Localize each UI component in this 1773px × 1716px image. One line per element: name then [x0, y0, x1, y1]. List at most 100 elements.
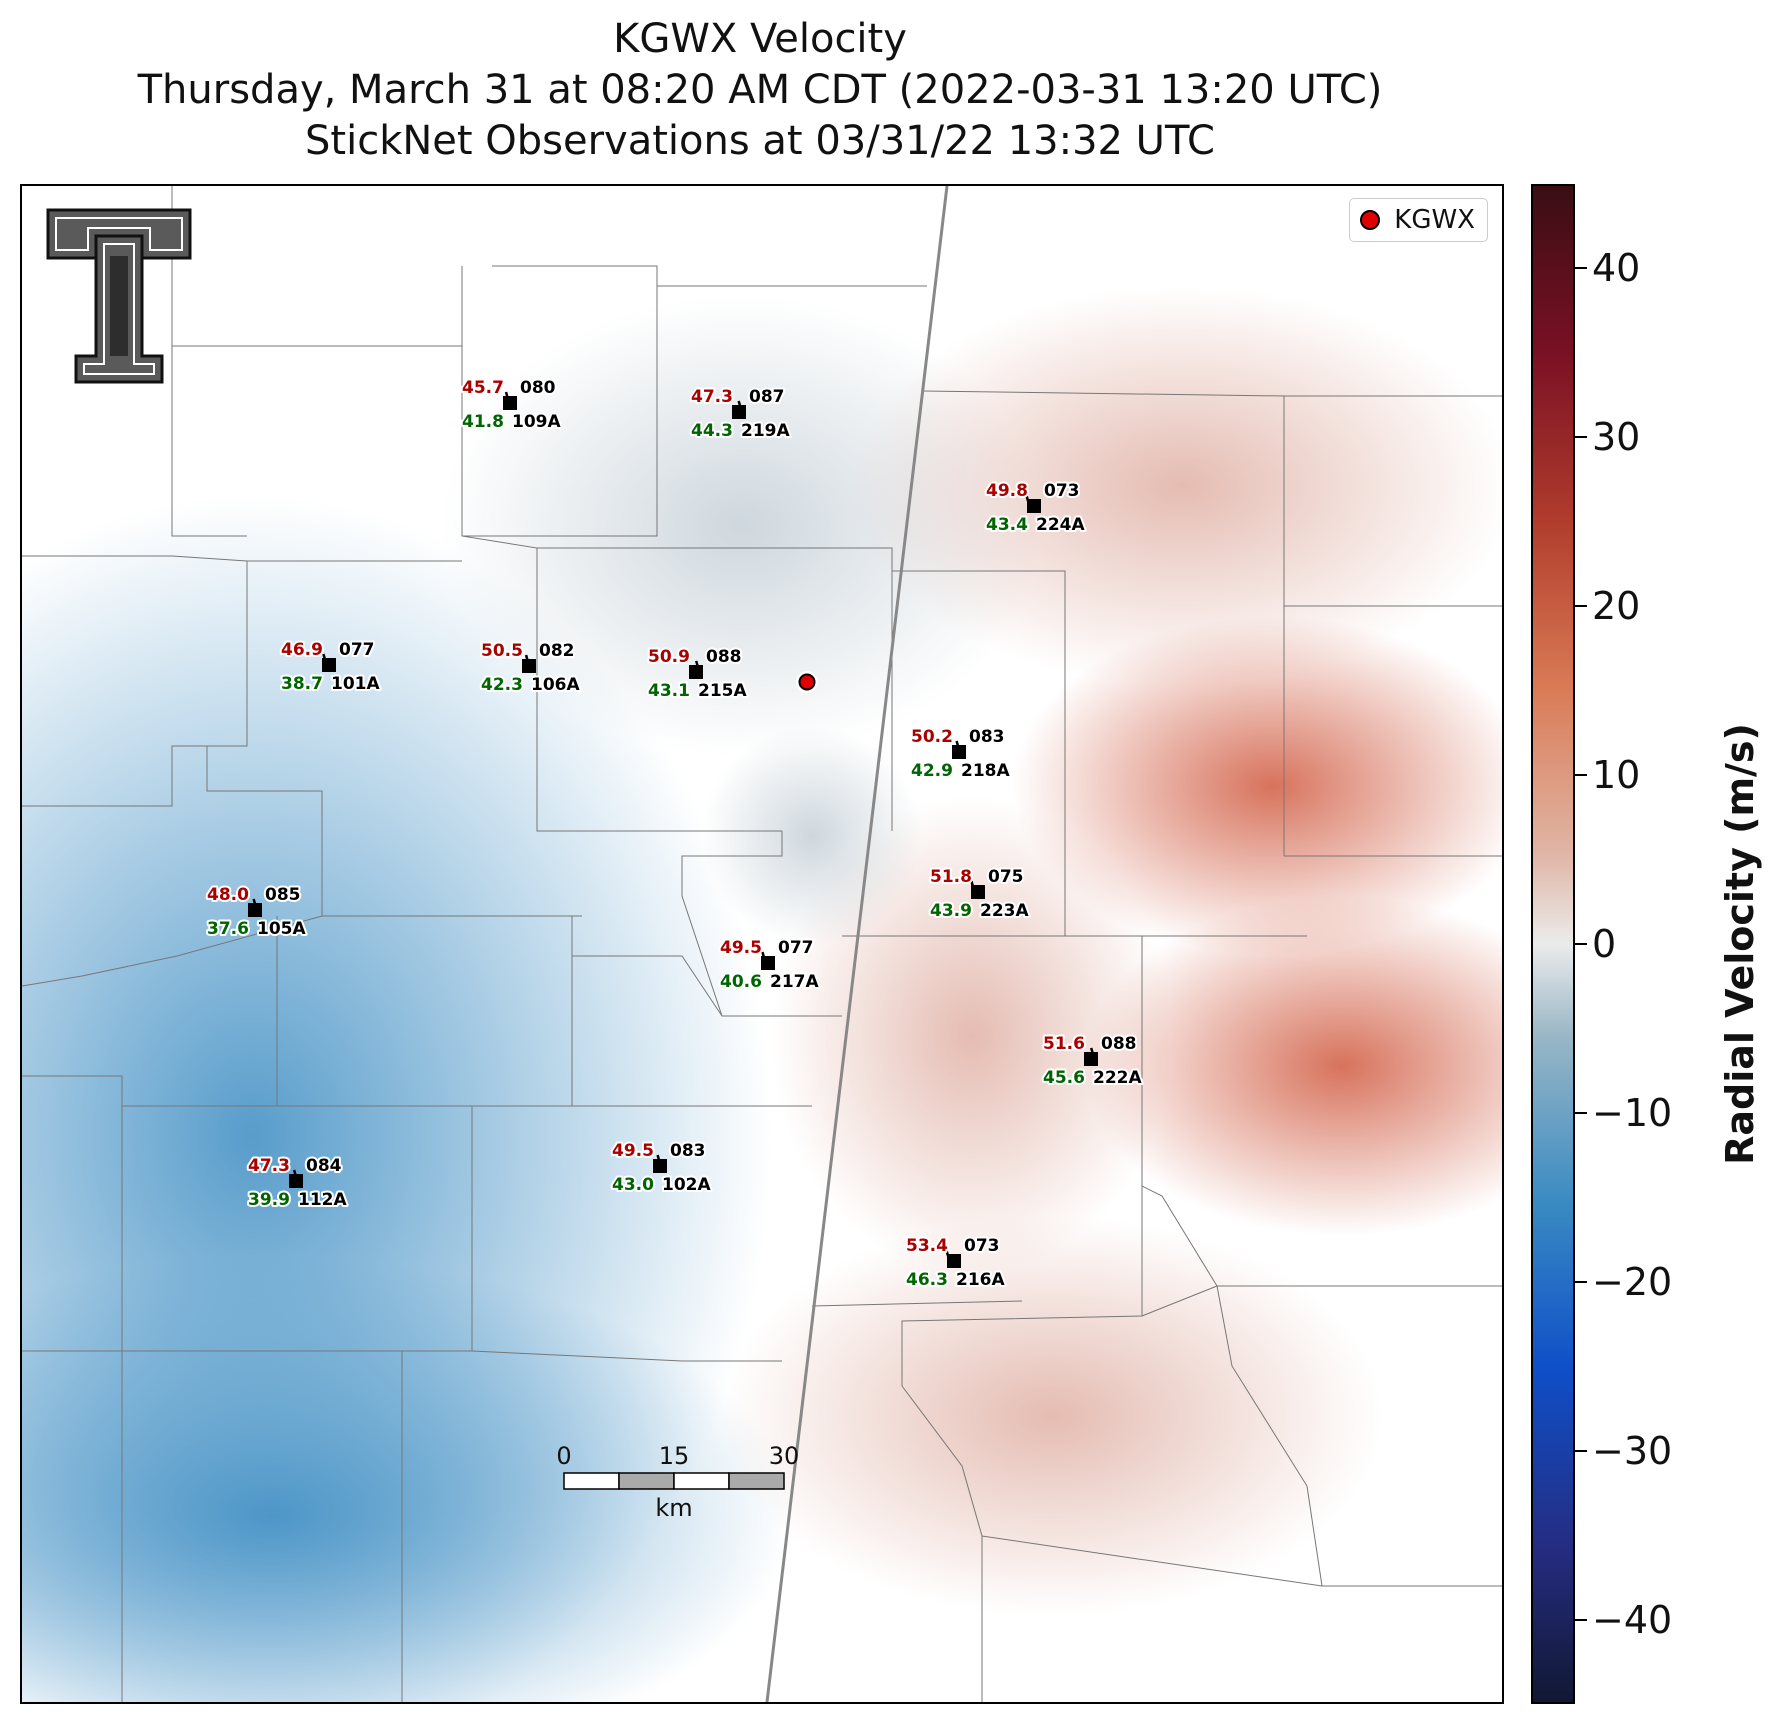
station-marker-icon: [971, 885, 985, 899]
station-101A[interactable]: 46.9 077 38.7 101A: [279, 638, 382, 696]
legend-radar-marker-icon: [1360, 210, 1381, 230]
station-id: 217A: [770, 972, 819, 992]
station-215A[interactable]: 50.9 088 43.1 215A: [646, 645, 749, 703]
echo-southwest-inbound: [22, 1256, 792, 1702]
station-wind-direction: 087: [749, 387, 785, 407]
station-marker-icon: [761, 956, 775, 970]
velocity-colorbar: [1531, 184, 1575, 1704]
scale-bar-segment-4: [728, 1472, 785, 1490]
scale-label-0: 0: [556, 1442, 571, 1470]
station-temperature: 50.9: [648, 647, 690, 667]
colorbar-tick: [1575, 943, 1587, 945]
colorbar-tick-label: −30: [1592, 1428, 1673, 1473]
station-id: 105A: [257, 919, 306, 939]
colorbar-tick-label: −10: [1592, 1090, 1673, 1135]
station-wind-direction: 083: [670, 1141, 706, 1161]
colorbar-tick-label: 10: [1592, 753, 1641, 798]
station-temperature: 47.3: [691, 387, 733, 407]
station-224A[interactable]: 49.8 073 43.4 224A: [984, 479, 1087, 537]
sticknet-stations: 45.7 080 41.8 109A 47.3 087 44.3 219A 49.8 073 43.…: [205, 376, 1144, 1292]
scale-unit: km: [655, 1494, 692, 1522]
station-id: 224A: [1036, 515, 1085, 535]
station-wind-direction: 080: [520, 378, 556, 398]
station-109A[interactable]: 45.7 080 41.8 109A: [460, 376, 563, 434]
station-dewpoint: 39.9: [248, 1190, 290, 1210]
scale-bar-segment-3: [673, 1472, 730, 1490]
station-id: 215A: [698, 681, 747, 701]
station-marker-icon: [952, 745, 966, 759]
station-216A[interactable]: 53.4 073 46.3 216A: [904, 1234, 1007, 1292]
colorbar-tick-label: 0: [1592, 922, 1617, 966]
station-217A[interactable]: 49.5 077 40.6 217A: [718, 936, 821, 994]
colorbar-tick: [1575, 605, 1587, 608]
station-marker-icon: [322, 658, 336, 672]
station-223A[interactable]: 51.8 075 43.9 223A: [928, 865, 1031, 923]
county-boundaries: [22, 186, 1502, 1702]
radar-map: 45.7 080 41.8 109A 47.3 087 44.3 219A 49.8 073 43.…: [20, 184, 1504, 1704]
title-line-2: Thursday, March 31 at 08:20 AM CDT (2022…: [137, 67, 1383, 113]
kgwx-radar-site[interactable]: [796, 671, 818, 693]
station-dewpoint: 45.6: [1043, 1068, 1085, 1088]
echo-east-outbound: [1012, 616, 1502, 956]
colorbar-tick-label: 40: [1592, 246, 1641, 291]
station-112A[interactable]: 47.3 084 39.9 112A: [246, 1154, 349, 1212]
station-wind-direction: 083: [969, 727, 1005, 747]
station-dewpoint: 37.6: [207, 919, 249, 939]
map-title: KGWX Velocity Thursday, March 31 at 08:2…: [20, 14, 1500, 167]
station-marker-icon: [1084, 1052, 1098, 1066]
station-temperature: 50.2: [911, 727, 953, 747]
colorbar-tick: [1575, 1280, 1587, 1283]
station-marker-icon: [689, 665, 703, 679]
title-line-1: KGWX Velocity: [613, 16, 907, 62]
colorbar-tick: [1575, 774, 1587, 777]
station-marker-icon: [732, 405, 746, 419]
station-wind-direction: 082: [539, 641, 575, 661]
radar-velocity-field: [22, 286, 1502, 1702]
station-temperature: 50.5: [481, 641, 523, 661]
station-dewpoint: 46.3: [906, 1270, 948, 1290]
station-marker-icon: [1027, 499, 1041, 513]
station-wind-direction: 077: [778, 938, 814, 958]
legend-label: KGWX: [1394, 205, 1475, 235]
station-marker-icon: [248, 903, 262, 917]
station-id: 218A: [961, 761, 1010, 781]
colorbar-tick: [1575, 1449, 1587, 1452]
station-id: 219A: [741, 421, 790, 441]
station-dewpoint: 43.1: [648, 681, 690, 701]
station-temperature: 45.7: [462, 378, 504, 398]
station-wind-direction: 088: [1101, 1034, 1137, 1054]
station-id: 102A: [662, 1175, 711, 1195]
station-219A[interactable]: 47.3 087 44.3 219A: [689, 385, 792, 443]
radar-map-canvas: 45.7 080 41.8 109A 47.3 087 44.3 219A 49.8 073 43.…: [22, 186, 1502, 1702]
station-222A[interactable]: 51.6 088 45.6 222A: [1041, 1032, 1144, 1090]
station-dewpoint: 43.4: [986, 515, 1028, 535]
colorbar-tick: [1575, 1618, 1587, 1621]
station-dewpoint: 44.3: [691, 421, 733, 441]
station-marker-icon: [522, 659, 536, 673]
station-dewpoint: 38.7: [281, 674, 323, 694]
station-id: 109A: [512, 412, 561, 432]
colorbar-tick-label: 30: [1592, 415, 1641, 460]
map-legend: KGWX: [1349, 198, 1488, 242]
station-temperature: 49.8: [986, 481, 1028, 501]
station-102A[interactable]: 49.5 083 43.0 102A: [610, 1139, 713, 1197]
station-marker-icon: [503, 396, 517, 410]
station-id: 222A: [1093, 1068, 1142, 1088]
station-wind-direction: 084: [306, 1156, 342, 1176]
station-temperature: 53.4: [906, 1236, 948, 1256]
station-id: 101A: [331, 674, 380, 694]
station-temperature: 51.6: [1043, 1034, 1085, 1054]
station-dewpoint: 42.3: [481, 675, 523, 695]
station-temperature: 49.5: [720, 938, 762, 958]
station-wind-direction: 085: [265, 885, 301, 905]
colorbar-tick: [1575, 1111, 1587, 1114]
station-106A[interactable]: 50.5 082 42.3 106A: [479, 639, 582, 697]
station-id: 112A: [298, 1190, 347, 1210]
colorbar-tick-label: 20: [1592, 584, 1641, 629]
station-218A[interactable]: 50.2 083 42.9 218A: [909, 725, 1012, 783]
station-105A[interactable]: 48.0 085 37.6 105A: [205, 883, 308, 941]
colorbar-label: Radial Velocity (m/s): [1718, 723, 1762, 1165]
title-line-3: StickNet Observations at 03/31/22 13:32 …: [305, 118, 1215, 164]
colorbar-tick: [1575, 436, 1587, 439]
station-marker-icon: [653, 1159, 667, 1173]
